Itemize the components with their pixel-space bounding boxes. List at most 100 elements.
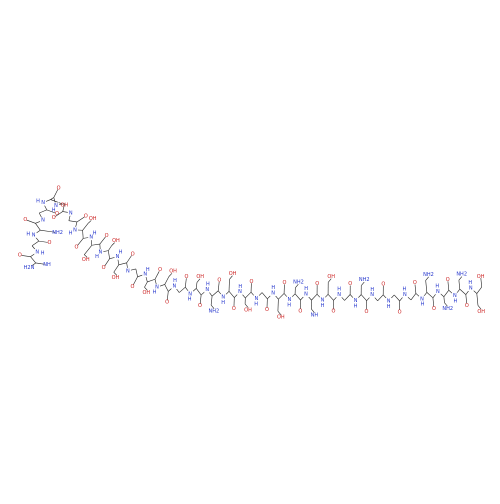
oxygen-label: O [198,303,202,309]
oxygen-label: O [446,277,450,283]
nitrogen-label: N [271,290,275,296]
side-chain-bond [144,282,147,287]
side-chain-bond [108,246,111,251]
oxygen-label: O [381,282,385,288]
hydrogen-label: H [221,300,225,306]
oxygen-label: O [131,251,135,257]
bond [196,288,201,295]
side-chain-label: OH [477,309,485,315]
side-chain-label: NH2 [52,230,63,236]
hydrogen-label: H [354,303,358,309]
hydrogen-label: H [146,267,150,273]
hydrogen-label: H [271,285,275,291]
oxygen-label: O [331,309,335,315]
bond [229,291,234,297]
oxygen-label: O [158,267,162,273]
side-chain-bond [165,277,169,285]
oxygen-label: O [249,279,253,285]
hydrogen-label: H [69,230,73,236]
nitrogen-label: N [173,284,177,290]
hydrogen-label: H [93,230,97,236]
side-chain-label: OH [82,257,90,263]
oxygen-label: O [298,308,302,314]
hydrogen-label: H [304,286,308,292]
side-chain-label: OH [112,238,120,244]
bond [378,295,384,301]
oxygen-label: O [105,233,109,239]
nitrogen-label: N [126,268,130,274]
hydrogen-label: H [468,280,472,286]
bond [35,223,40,230]
side-chain-label: NH2 [456,272,467,278]
nitrogen-label: N [337,292,341,298]
bond [179,287,185,292]
bond [477,287,482,294]
bond [361,295,366,301]
bond [427,292,433,297]
hydrogen-label: H [337,286,341,292]
oxygen-label: O [232,306,236,312]
side-chain-label: OH [60,202,68,208]
hydrogen-label: H [119,250,123,256]
oxygen-label: O [348,281,352,287]
oxygen-label: O [52,215,56,221]
hydrogen-label: H [370,287,374,293]
bond [460,289,466,294]
oxygen-label: O [265,307,269,313]
side-chain-bond [84,245,91,254]
bond [39,210,47,213]
hydrogen-label: H [52,208,56,214]
bond [83,230,84,238]
bond [328,294,333,300]
nitrogen-label: N [469,286,473,292]
hydrogen-label: H [287,302,291,308]
side-chain-label: OH [244,307,252,313]
hydrogen-label: H [321,303,325,309]
oxygen-label: O [365,309,369,315]
side-chain-label: NH2 [209,309,220,315]
hydrogen-label: H [188,297,192,303]
side-chain-bond [211,296,212,305]
oxygen-label: O [315,281,319,287]
carbonyl-bond [39,241,48,242]
bond [31,257,36,263]
hydrogen-label: H [173,278,177,284]
side-chain-label: OH [89,216,97,222]
side-chain-label: OH [196,274,204,280]
hydrogen-label: H [238,284,242,290]
bond [295,294,300,300]
bond [394,295,399,301]
oxygen-label: O [165,300,169,306]
hydrogen-label: H [254,301,258,307]
bond [136,269,138,277]
bond [311,294,317,300]
oxygen-label: O [185,274,189,280]
side-chain-label: NH2 [442,306,453,312]
oxygen-label: O [432,306,436,312]
hydrogen-label: H [435,283,439,289]
oxygen-label: OH [477,274,485,280]
hydrogen-label: H [36,198,40,204]
hydrogen-label: H [421,302,425,308]
hydrogen-label: H [403,287,407,293]
nitrogen-label: N [238,289,242,295]
oxygen-label: O [283,280,287,286]
oxygen-label: O [48,240,52,246]
oxygen-label: O [465,303,469,309]
oxygen-label: O [217,278,221,284]
bond [212,291,218,296]
side-chain-bond [459,280,460,289]
side-chain-bond [36,263,42,264]
oxygen-label: O [18,253,22,259]
nitrogen-label: N [205,287,209,293]
nitrogen-label: N [304,292,308,298]
carbonyl-bond [22,255,31,256]
side-chain-label: NH2 [359,277,370,283]
bond [444,290,449,297]
side-chain-label: NH [43,262,51,268]
bond [147,279,155,282]
nitrogen-label: N [41,218,45,224]
side-chain-label: NH [311,313,319,319]
carbonyl-bond [27,220,35,223]
